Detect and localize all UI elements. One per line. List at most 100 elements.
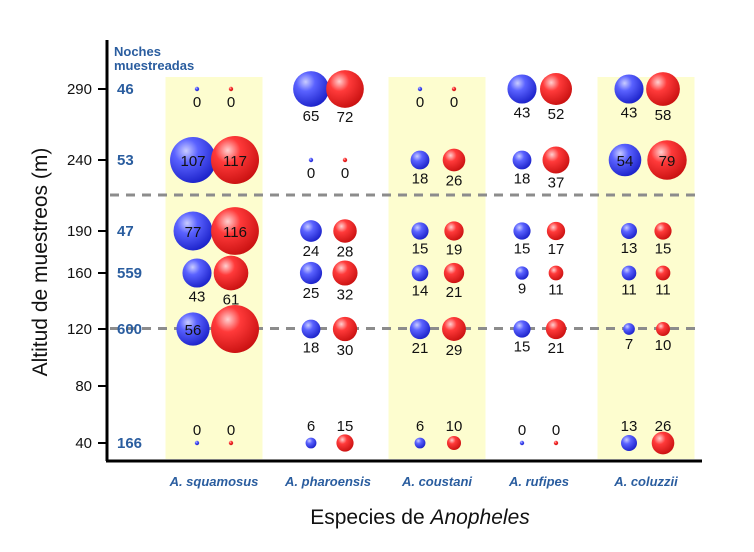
y-tick-label-190: 190 [67, 223, 92, 240]
count-red-a-coluzzii-40: 26 [655, 418, 672, 435]
y-tick-label-240: 240 [67, 152, 92, 169]
count-blue-a-squamosus-40: 0 [193, 422, 201, 439]
bubble-blue-a-pharoensis-290 [293, 71, 329, 107]
count-blue-a-pharoensis-160: 25 [303, 285, 320, 302]
count-blue-a-rufipes-290: 43 [514, 105, 531, 122]
count-blue-a-coustani-290: 0 [416, 94, 424, 111]
bubble-blue-a-coluzzii-120 [623, 323, 635, 335]
count-blue-a-coluzzii-120: 7 [625, 336, 633, 353]
y-ticks: 40 80 120 160 190 240 290 [67, 81, 107, 452]
count-red-a-coustani-160: 21 [446, 284, 463, 301]
axes [105, 40, 702, 463]
x-axis-title: Especies de Anopheles [310, 506, 530, 529]
bubble-red-a-rufipes-40 [553, 440, 559, 446]
bubble-red-a-rufipes-120 [545, 318, 567, 340]
bubble-red-a-coustani-120 [442, 317, 466, 341]
count-blue-a-pharoensis-190: 24 [303, 243, 320, 260]
nights-value-40: 166 [117, 435, 142, 452]
bubble-blue-a-coustani-190 [411, 222, 429, 240]
count-red-a-pharoensis-120: 30 [337, 342, 354, 359]
bubble-blue-a-coluzzii-240 [608, 143, 642, 177]
count-blue-a-coluzzii-240: 54 [617, 153, 634, 170]
count-blue-a-coluzzii-190: 13 [621, 240, 638, 257]
count-red-a-squamosus-160: 61 [223, 291, 240, 308]
count-blue-a-rufipes-240: 18 [514, 170, 531, 187]
count-red-a-coustani-40: 10 [446, 418, 463, 435]
bubble-red-a-coustani-240 [442, 148, 466, 172]
species-label-a-pharoensis: A. pharoensis [284, 474, 371, 489]
count-red-a-coustani-290: 0 [450, 94, 458, 111]
count-red-a-coustani-190: 19 [446, 242, 463, 259]
count-red-a-coluzzii-160: 11 [655, 281, 671, 298]
y-tick-label-160: 160 [67, 265, 92, 282]
bubble-blue-a-rufipes-120 [513, 320, 531, 338]
bubble-red-a-squamosus-190 [211, 207, 259, 255]
count-blue-a-pharoensis-40: 6 [307, 418, 315, 435]
nights-header-line-1: Noches [114, 44, 161, 59]
bubble-blue-a-coustani-240 [410, 150, 430, 170]
bubble-red-a-pharoensis-120 [332, 316, 358, 342]
count-red-a-squamosus-240: 117 [223, 153, 247, 170]
bubble-red-a-coustani-160 [443, 262, 465, 284]
count-red-a-squamosus-190: 116 [223, 224, 247, 241]
bubble-blue-a-rufipes-160 [515, 266, 529, 280]
bubble-red-a-rufipes-190 [546, 221, 566, 241]
bubble-red-a-coustani-290 [451, 86, 457, 92]
count-blue-a-squamosus-190: 77 [185, 224, 202, 241]
bubble-blue-a-squamosus-240 [170, 137, 216, 183]
count-red-a-pharoensis-240: 0 [341, 165, 349, 182]
count-red-a-coluzzii-290: 58 [655, 107, 672, 124]
bubble-blue-a-coluzzii-290 [614, 74, 644, 104]
bubble-blue-a-coluzzii-40 [621, 435, 637, 451]
bubble-blue-a-pharoensis-240 [308, 157, 314, 163]
count-red-a-pharoensis-190: 28 [337, 244, 354, 261]
bubble-red-a-coluzzii-160 [655, 265, 671, 281]
bubble-red-a-coluzzii-40 [651, 431, 675, 455]
bubble-red-a-pharoensis-40 [336, 434, 354, 452]
bubble-red-a-pharoensis-160 [332, 260, 358, 286]
count-blue-a-coustani-120: 21 [412, 340, 429, 357]
bubble-red-a-coluzzii-120 [655, 321, 671, 337]
count-blue-a-squamosus-160: 43 [189, 289, 206, 306]
count-blue-a-coluzzii-40: 13 [621, 418, 638, 435]
bubble-red-a-coluzzii-190 [654, 222, 672, 240]
bubble-blue-a-squamosus-290 [194, 86, 200, 92]
highlight-band-a-coluzzii [597, 77, 695, 459]
bubble-blue-a-rufipes-240 [512, 150, 532, 170]
bubble-blue-a-coustani-40 [414, 437, 426, 449]
bubble-red-a-squamosus-40 [228, 440, 234, 446]
count-red-a-coustani-120: 29 [446, 342, 463, 359]
nights-value-190: 47 [117, 223, 134, 240]
bubble-red-a-coustani-190 [444, 221, 464, 241]
bubble-red-a-pharoensis-290 [326, 70, 364, 108]
bubble-blue-a-pharoensis-40 [305, 437, 317, 449]
bubble-red-a-pharoensis-190 [333, 219, 357, 243]
count-red-a-pharoensis-40: 15 [337, 418, 354, 435]
count-blue-a-coustani-40: 6 [416, 418, 424, 435]
nights-value-290: 46 [117, 81, 134, 98]
y-axis-title: Altitud de muestreos (m) [29, 148, 52, 377]
bubble-blue-a-rufipes-290 [507, 74, 537, 104]
count-blue-a-rufipes-190: 15 [514, 241, 531, 258]
count-blue-a-squamosus-240: 107 [180, 153, 205, 170]
count-blue-a-coustani-160: 14 [412, 282, 429, 299]
bubble-blue-a-rufipes-190 [513, 222, 531, 240]
bubble-blue-a-squamosus-160 [182, 258, 212, 288]
count-blue-a-squamosus-290: 0 [193, 94, 201, 111]
count-red-a-coluzzii-190: 15 [655, 241, 672, 258]
bubble-red-a-coluzzii-290 [646, 72, 680, 106]
count-red-a-rufipes-190: 17 [548, 241, 565, 258]
nights-value-160: 559 [117, 265, 142, 282]
count-blue-a-rufipes-160: 9 [518, 281, 526, 298]
species-label-a-coluzzii: A. coluzzii [613, 474, 678, 489]
bubble-blue-a-squamosus-120 [176, 312, 210, 346]
count-blue-a-rufipes-40: 0 [518, 422, 526, 439]
count-blue-a-rufipes-120: 15 [514, 339, 531, 356]
species-labels: A. squamosus A. pharoensis A. coustani A. r… [169, 474, 679, 489]
count-blue-a-pharoensis-290: 65 [303, 108, 320, 125]
x-axis-title-prefix: Especies de [310, 506, 430, 529]
bubble-blue-a-rufipes-40 [519, 440, 525, 446]
count-red-a-rufipes-290: 52 [548, 106, 565, 123]
